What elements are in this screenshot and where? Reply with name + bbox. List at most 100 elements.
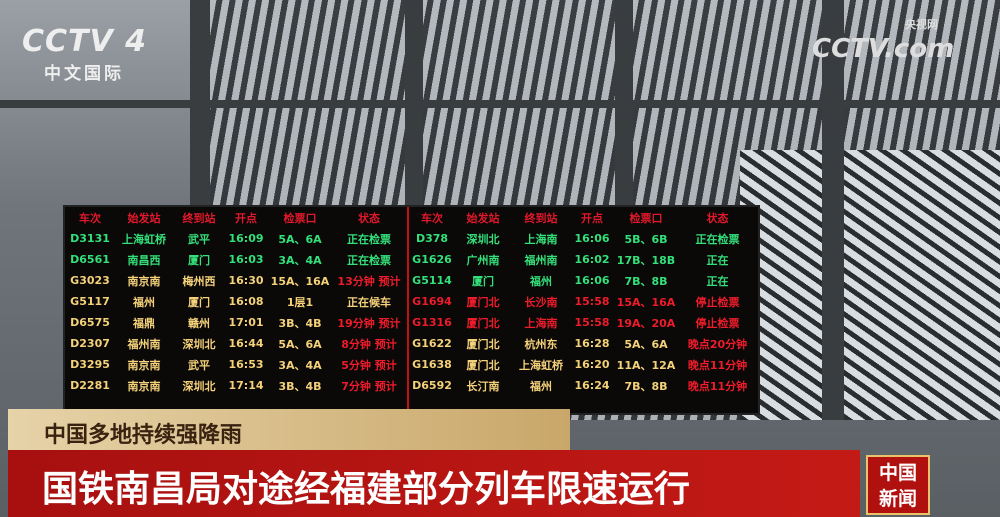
origin: 深圳北 [466,232,500,246]
gate: 15A、16A [616,295,676,309]
logo-subtitle: 央视网 [905,18,938,31]
gate: 11A、12A [616,358,676,372]
train-number: D3131 [70,232,110,245]
train-row: G1694 厦门北 长沙南 15:58 15A、16A 停止检票 [409,291,758,312]
status: 停止检票 [695,316,740,330]
train-row: G5117 福州 厦门 16:08 1层1 正在候车 [65,291,405,312]
gate: 7B、8B [624,379,668,393]
gate: 5A、6A [278,337,322,351]
cctv4-logo: CCTV 4 中文国际 [22,24,147,84]
train-number: G1622 [412,337,452,350]
status: 5分钟 预计 [341,358,397,372]
departure-time: 16:02 [574,253,610,266]
status: 13分钟 预计 [337,274,401,288]
origin: 广州南 [466,253,500,267]
gate: 5A、6A [624,337,668,351]
column-header: 车次 [421,211,443,225]
train-row: D6575 福鼎 赣州 17:01 3B、4B 19分钟 预计 [65,312,405,333]
gate: 1层1 [286,295,314,309]
status: 停止检票 [695,295,740,309]
column-header: 开点 [581,211,603,225]
gate: 3B、4B [278,379,322,393]
gate: 5A、6A [278,232,322,246]
origin: 福州南 [127,337,161,351]
train-number: D2307 [70,337,110,350]
gate: 15A、16A [270,274,330,288]
destination: 厦门 [188,295,210,309]
departure-time: 16:28 [574,337,610,350]
origin: 上海虹桥 [122,232,166,246]
roof-beam [0,100,1000,108]
destination: 福州 [530,379,552,393]
origin: 厦门北 [466,316,500,330]
departure-time: 15:58 [574,316,610,329]
destination: 赣州 [188,316,210,330]
destination: 上海虹桥 [519,358,563,372]
train-row: G3023 南京南 梅州西 16:30 15A、16A 13分钟 预计 [65,270,405,291]
train-row: D2307 福州南 深圳北 16:44 5A、6A 8分钟 预计 [65,333,405,354]
train-number: G5114 [412,274,452,287]
departure-board: 车次 始发站 终到站 开点 检票口 状态 D3131 上海虹桥 武平 16:09 5A、6A 正在检票… [63,205,760,417]
train-number: D6575 [70,316,110,329]
caption-subtitle: 中国多地持续强降雨 [8,409,570,450]
pillar [405,0,423,210]
column-header: 开点 [235,211,257,225]
train-number: D378 [415,232,449,245]
train-number: D2281 [70,379,110,392]
status: 正在检票 [347,253,391,267]
gate: 3A、4A [278,358,322,372]
status: 正在检票 [695,232,740,246]
gate: 7B、8B [624,274,668,288]
column-header: 状态 [358,211,380,225]
board-header: 车次 始发站 终到站 开点 检票口 状态 [409,207,758,228]
badge-line: 中国 [878,462,917,484]
origin: 厦门 [472,274,494,288]
train-number: G1694 [412,295,452,308]
status: 正在候车 [347,295,391,309]
departure-time: 16:44 [228,337,264,350]
destination: 深圳北 [182,379,216,393]
train-number: G1638 [412,358,452,371]
train-row: D3295 南京南 武平 16:53 3A、4A 5分钟 预计 [65,354,405,375]
departure-time: 16:24 [574,379,610,392]
origin: 南京南 [127,379,161,393]
status: 8分钟 预计 [341,337,397,351]
station-roof-glass [740,150,1000,420]
train-row: G1638 厦门北 上海虹桥 16:20 11A、12A 晚点11分钟 [409,354,758,375]
origin: 南京南 [127,274,161,288]
gate: 3A、4A [278,253,322,267]
status: 正在 [706,253,729,267]
destination: 长沙南 [524,295,558,309]
column-header: 检票口 [283,211,317,225]
origin: 厦门北 [466,337,500,351]
origin: 福鼎 [133,316,155,330]
board-header: 车次 始发站 终到站 开点 检票口 状态 [65,207,405,228]
gate: 5B、6B [624,232,668,246]
departure-time: 17:01 [228,316,264,329]
destination: 杭州东 [524,337,558,351]
status: 晚点11分钟 [687,379,748,393]
train-number: G1626 [412,253,452,266]
departure-time: 15:58 [574,295,610,308]
destination: 梅州西 [182,274,216,288]
origin: 厦门北 [466,358,500,372]
train-row: G1622 厦门北 杭州东 16:28 5A、6A 晚点20分钟 [409,333,758,354]
status: 正在检票 [347,232,391,246]
caption-headline: 国铁南昌局对途经福建部分列车限速运行 [8,450,860,517]
train-row: D6561 南昌西 厦门 16:03 3A、4A 正在检票 [65,249,405,270]
departure-time: 16:06 [574,232,610,245]
departure-time: 16:20 [574,358,610,371]
departure-time: 16:53 [228,358,264,371]
departure-time: 16:09 [228,232,264,245]
train-number: G5117 [70,295,110,308]
pillar [190,0,210,210]
train-row: G5114 厦门 福州 16:06 7B、8B 正在 [409,270,758,291]
logo-text: CCTV.com [812,34,955,64]
cctv-com-logo: CCTV.com [812,34,954,64]
train-number: D6561 [70,253,110,266]
origin: 南京南 [127,358,161,372]
train-row: D3131 上海虹桥 武平 16:09 5A、6A 正在检票 [65,228,405,249]
status: 晚点20分钟 [687,337,748,351]
column-header: 终到站 [182,211,216,225]
column-header: 始发站 [466,211,500,225]
